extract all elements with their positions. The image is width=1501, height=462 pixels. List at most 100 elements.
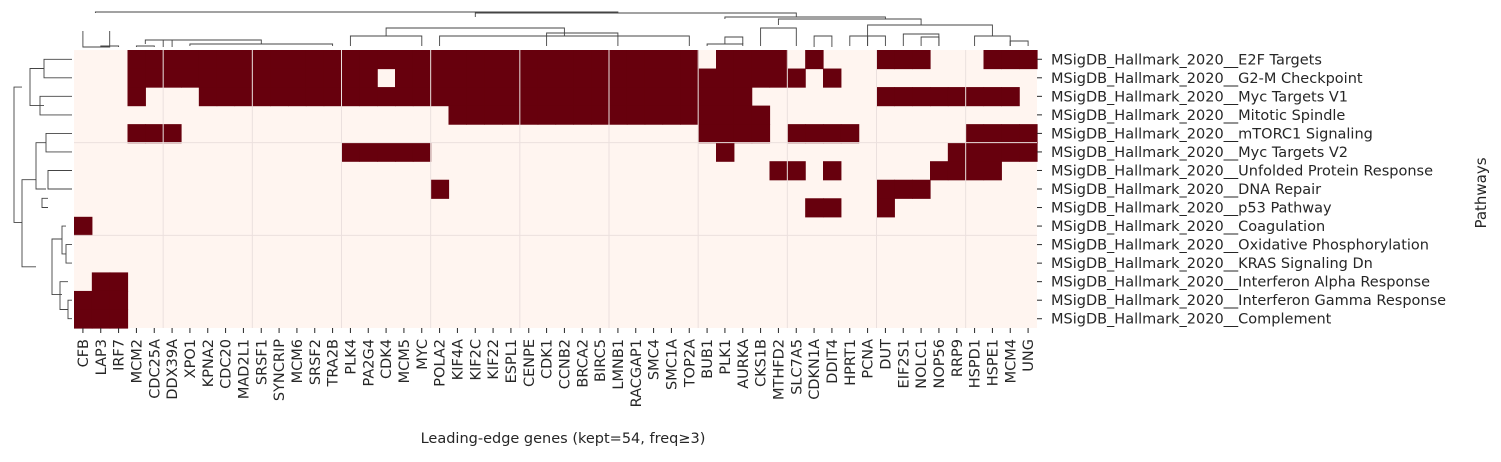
heatmap-cell <box>680 68 699 88</box>
heatmap-cells <box>74 50 1038 329</box>
heatmap-cell <box>270 68 289 88</box>
heatmap-cell <box>377 142 396 162</box>
heatmap-cell <box>769 50 788 70</box>
heatmap-cell <box>537 50 557 70</box>
heatmap-cell <box>626 105 646 125</box>
heatmap-cell <box>555 68 574 88</box>
heatmap-cell <box>823 161 842 181</box>
heatmap-cell <box>1001 87 1020 107</box>
row-dendrogram-link <box>59 281 68 310</box>
heatmap-cell <box>252 50 271 70</box>
heatmap-cell <box>91 309 111 329</box>
heatmap-cell <box>109 272 129 292</box>
column-dendrogram-link <box>162 39 173 47</box>
heatmap-cell <box>662 105 681 125</box>
heatmap-cell <box>430 87 450 107</box>
x-tick-label: SMC4 <box>647 339 663 380</box>
heatmap-cell <box>733 105 753 125</box>
heatmap-cell <box>751 68 771 88</box>
column-dendrogram-link <box>760 27 797 46</box>
heatmap-cell <box>609 105 628 125</box>
x-tick-label: PA2G4 <box>361 339 377 386</box>
heatmap-cell <box>163 124 182 144</box>
x-tick-label: KPNA2 <box>201 339 217 387</box>
heatmap-cell <box>626 87 646 107</box>
heatmap-cell <box>395 50 414 70</box>
heatmap-cell <box>644 50 664 70</box>
heatmap-cell <box>965 142 985 162</box>
x-tick-label: POLA2 <box>433 339 449 387</box>
heatmap-cell <box>484 68 503 88</box>
heatmap-cell <box>965 124 985 144</box>
y-tick-label: MSigDB_Hallmark_2020__Coagulation <box>1051 219 1325 235</box>
row-dendrogram-link <box>47 170 72 190</box>
heatmap-cell <box>930 161 949 181</box>
row-dendrogram-link <box>45 132 72 153</box>
row-dendrogram-link <box>13 86 22 223</box>
heatmap-cell <box>716 87 735 107</box>
heatmap-cell <box>466 68 485 88</box>
heatmap-cell <box>91 290 111 311</box>
x-tick-label: BRCA2 <box>575 339 591 388</box>
heatmap-cell <box>234 87 253 107</box>
y-tick-label: MSigDB_Hallmark_2020__Interferon Alpha R… <box>1051 275 1430 291</box>
heatmap-cell <box>591 87 610 107</box>
column-dendrogram-link <box>546 32 619 46</box>
heatmap-cell <box>377 50 396 70</box>
heatmap-cell <box>216 68 236 88</box>
heatmap-cell <box>537 105 557 125</box>
heatmap-cell <box>359 50 378 70</box>
heatmap-cell <box>965 87 985 107</box>
heatmap-cell <box>626 68 646 88</box>
heatmap-cell <box>591 50 610 70</box>
heatmap-cell <box>484 87 503 107</box>
y-tick-label: MSigDB_Hallmark_2020__Myc Targets V2 <box>1051 145 1348 161</box>
heatmap-cell <box>519 105 539 125</box>
row-dendrogram-link <box>43 58 72 79</box>
heatmap-cell <box>305 87 325 107</box>
y-tick-label: MSigDB_Hallmark_2020__Myc Targets V1 <box>1051 89 1348 105</box>
y-tick-label: MSigDB_Hallmark_2020__Oxidative Phosphor… <box>1051 238 1429 254</box>
heatmap-cell <box>448 87 467 107</box>
heatmap-cell <box>341 142 360 162</box>
heatmap-cell <box>127 68 146 88</box>
heatmap-cell <box>912 179 931 199</box>
heatmap-cell <box>198 87 218 107</box>
x-tick-label: BIRC5 <box>593 339 609 382</box>
heatmap-cell <box>609 50 628 70</box>
heatmap-cell <box>412 68 432 88</box>
heatmap-cell <box>1019 50 1038 70</box>
row-dendrogram-link <box>65 244 72 264</box>
row-dendrogram-link <box>41 197 48 208</box>
x-tick-label: MAD2L1 <box>236 339 252 399</box>
heatmap-cell <box>983 161 1002 181</box>
heatmap-cell <box>680 105 699 125</box>
heatmap-cell <box>609 87 628 107</box>
row-dendrogram-link <box>21 179 36 268</box>
x-tick-label: SRSF1 <box>254 339 270 385</box>
column-dendrogram-link <box>349 35 423 46</box>
heatmap-cell <box>91 272 111 292</box>
heatmap-cell <box>412 142 432 162</box>
heatmap-cell <box>716 105 735 125</box>
heatmap-cell <box>644 87 664 107</box>
x-tick-label: HSPD1 <box>968 339 984 388</box>
x-tick-label: CDK1 <box>540 339 556 379</box>
heatmap-cell <box>323 87 343 107</box>
heatmap-cell <box>626 50 646 70</box>
heatmap-cell <box>787 124 806 144</box>
heatmap-cell <box>145 68 164 88</box>
heatmap-cell <box>591 105 610 125</box>
heatmap-cell <box>876 50 895 70</box>
heatmap-cell <box>787 161 806 181</box>
heatmap-cell <box>145 50 164 70</box>
heatmap-cell <box>377 87 396 107</box>
x-tick-label: NOLC1 <box>914 339 930 389</box>
heatmap-cell <box>680 87 699 107</box>
heatmap-cell <box>519 50 539 70</box>
x-tick-label: CENPE <box>522 339 538 387</box>
heatmap-cell <box>74 309 93 329</box>
x-tick-label: PLK4 <box>343 339 359 375</box>
